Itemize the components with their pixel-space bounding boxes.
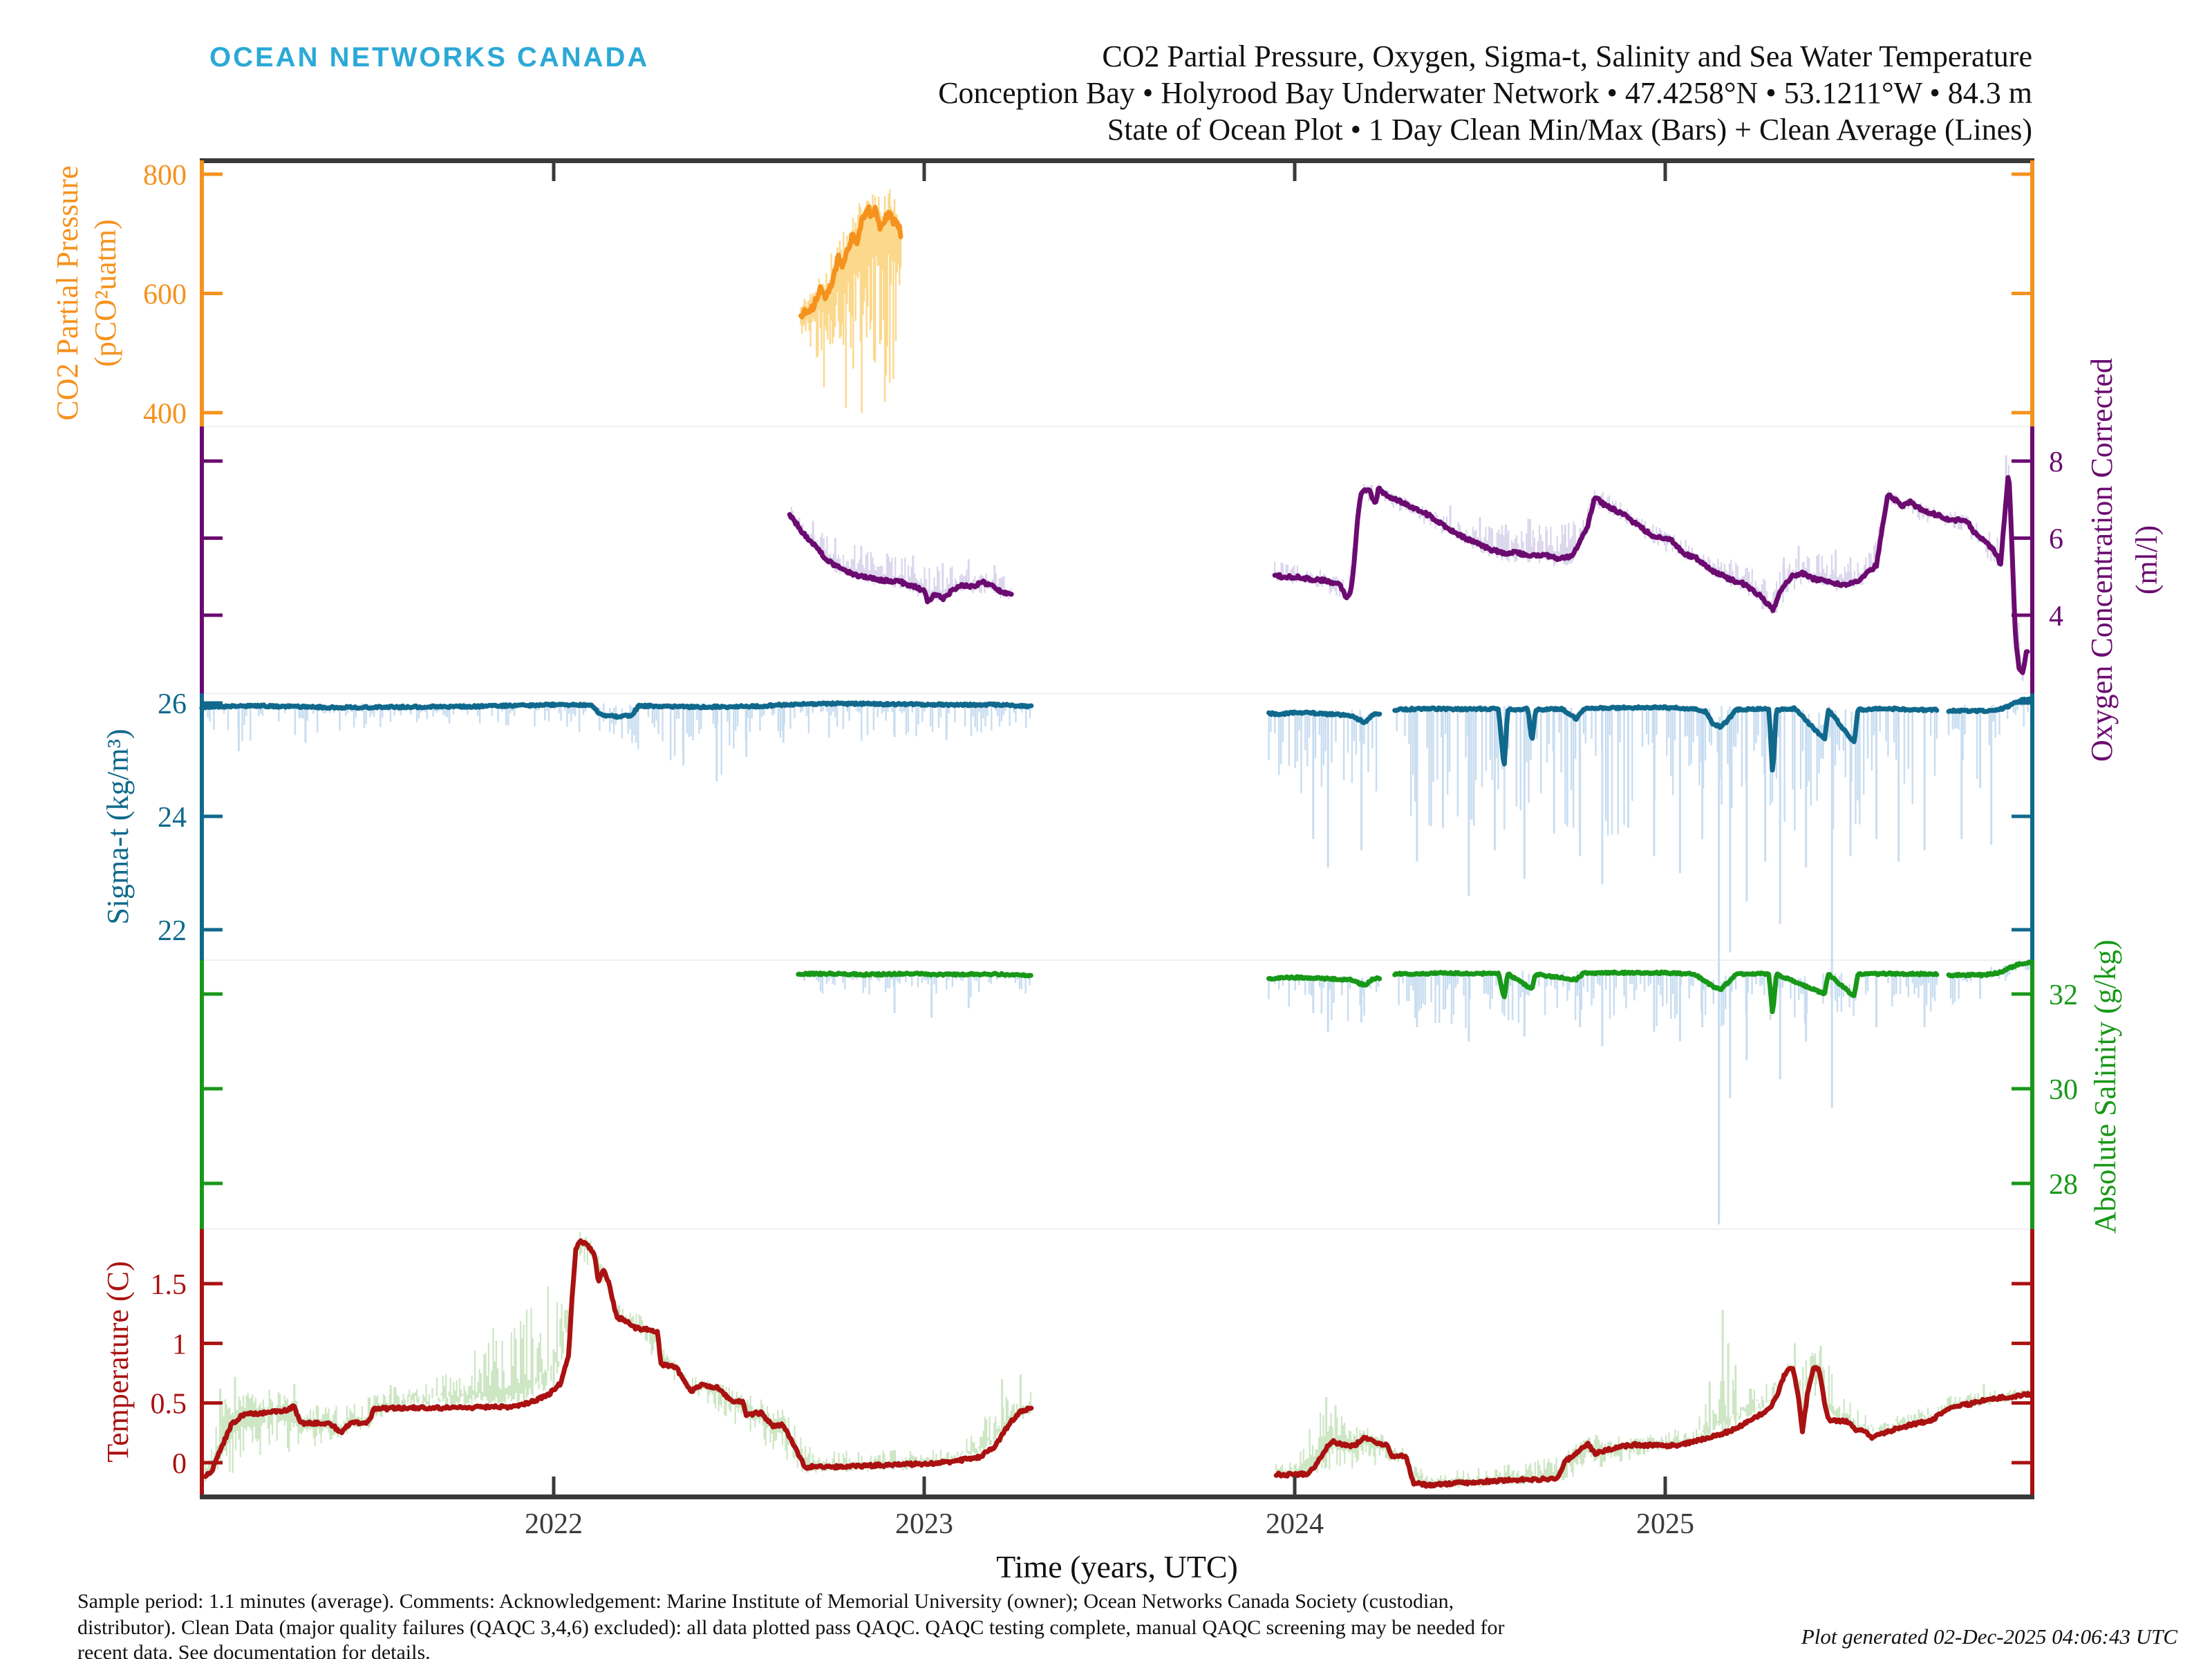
avg-line-co2_partial_pressure-seg1: [798, 204, 903, 320]
co2-axis-label-line2: (pCO²uatm): [88, 219, 122, 367]
axes-frame: 800 600 400 8 6 4 26 24 22 32 30 28 1.5 1 0.5 0 2022 2023…: [143, 158, 2078, 1540]
x-axis-label: Time (years, UTC): [996, 1549, 1238, 1584]
average-lines: [199, 204, 2034, 1489]
spine-oxy-right: [2030, 427, 2034, 693]
avg-line-absolute_salinity-seg4: [1946, 959, 2034, 979]
tick-label-tmp-1: 1: [172, 1329, 187, 1360]
tick-label-co2-400: 400: [143, 398, 187, 430]
salinity-axis-label: Absolute Salinity (g/kg): [2088, 939, 2122, 1233]
avg-line-temperature-seg2: [1273, 1365, 2034, 1489]
bars-temperature: [205, 1232, 2032, 1490]
avg-line-temperature-seg1: [203, 1238, 1034, 1479]
avg-line-absolute_salinity-seg3: [1392, 969, 1940, 1015]
spine-sal-left: [200, 960, 204, 1229]
avg-line-sigma_t-seg4: [1946, 696, 2034, 715]
temperature-axis-label: Temperature (C): [101, 1261, 135, 1462]
chart-title-line3: State of Ocean Plot • 1 Day Clean Min/Ma…: [1107, 113, 2032, 147]
tick-label-tmp-0: 0: [172, 1448, 187, 1480]
footer-line3: recent data. See documentation for detai…: [77, 1641, 431, 1659]
spine-sal-right: [2030, 960, 2034, 1229]
avg-line-oxygen_concentration-seg1: [787, 512, 1014, 605]
footer-line2: distributor). Clean Data (major quality …: [77, 1616, 1504, 1639]
minmax-bars: [205, 189, 2033, 1490]
spine-oxy-left: [200, 427, 204, 693]
oxygen-axis-label-line1: Oxygen Concentration Corrected: [2085, 358, 2119, 762]
avg-line-oxygen_concentration-seg2: [1272, 475, 2030, 675]
spike-bars-absolute_salinity: [893, 973, 1982, 1212]
bars-sigma_t: [207, 698, 2033, 836]
chart-layers: 800 600 400 8 6 4 26 24 22 32 30 28 1.5 1 0.5 0 2022 2023…: [143, 158, 2078, 1540]
bars-oxygen_concentration: [789, 465, 2027, 675]
tick-label-tmp-0.5: 0.5: [151, 1389, 187, 1421]
tick-label-tmp-1.5: 1.5: [151, 1269, 187, 1301]
spine-sig-right: [2030, 693, 2034, 960]
footer-line1: Sample period: 1.1 minutes (average). Co…: [77, 1590, 1454, 1613]
tick-label-oxy-4: 4: [2049, 601, 2063, 632]
spike-bars-sigma_t: [237, 704, 1993, 1225]
avg-line-sigma_t-seg2: [1266, 709, 1382, 726]
year-label-2022: 2022: [525, 1508, 583, 1540]
avg-line-absolute_salinity-seg1: [796, 970, 1033, 979]
sigma-t-axis-label: Sigma-t (kg/m³): [101, 729, 135, 924]
top-spine: [200, 158, 2034, 163]
chart-title-line2: Conception Bay • Holyrood Bay Underwater…: [938, 76, 2032, 110]
minmax-spike-bars: [219, 455, 2024, 1451]
tick-label-oxy-6: 6: [2049, 524, 2063, 556]
spike-bars-oxygen_concentration: [812, 455, 2024, 681]
year-label-2025: 2025: [1636, 1508, 1694, 1540]
band-boundaries: [202, 426, 2032, 1230]
tick-label-co2-800: 800: [143, 160, 187, 191]
plot-generated-note: Plot generated 02-Dec-2025 04:06:43 UTC: [1801, 1624, 2177, 1649]
spine-tmp-right: [2030, 1229, 2034, 1494]
tick-label-sal-32: 32: [2049, 980, 2078, 1011]
tick-label-sal-30: 30: [2049, 1074, 2078, 1106]
avg-line-absolute_salinity-seg2: [1266, 974, 1382, 988]
tick-label-co2-600: 600: [143, 279, 187, 311]
year-label-2024: 2024: [1266, 1508, 1324, 1540]
oxygen-axis-label-line2: (ml/l): [2130, 525, 2164, 594]
chart-title-line1: CO2 Partial Pressure, Oxygen, Sigma-t, S…: [1102, 39, 2032, 73]
avg-line-sigma_t-seg1: [199, 700, 1034, 720]
tick-label-sal-28: 28: [2049, 1169, 2078, 1201]
spine-tmp-left: [200, 1229, 204, 1494]
tick-label-oxy-8: 8: [2049, 447, 2063, 478]
bottom-spine: [200, 1494, 2034, 1499]
tick-label-sig-22: 22: [158, 915, 187, 947]
spike-bars-temperature: [219, 1310, 1985, 1451]
spine-sig-left: [200, 693, 204, 960]
co2-axis-label-line1: CO2 Partial Pressure: [50, 165, 84, 420]
onc-logo: OCEAN NETWORKS CANADA: [209, 42, 649, 73]
avg-line-sigma_t-seg3: [1392, 704, 1940, 773]
year-label-2023: 2023: [895, 1508, 953, 1540]
tick-label-sig-24: 24: [158, 802, 187, 834]
tick-label-sig-26: 26: [158, 688, 187, 720]
